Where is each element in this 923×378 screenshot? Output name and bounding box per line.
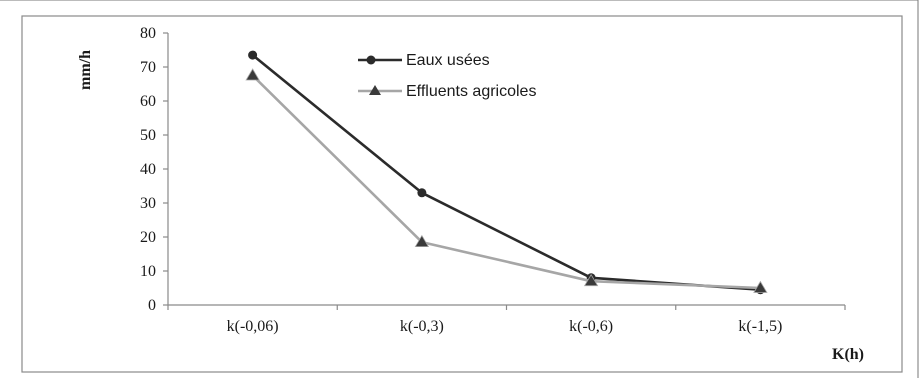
y-tick-label: 60 <box>140 93 156 110</box>
data-point <box>414 234 430 248</box>
y-tick-label: 10 <box>140 263 156 280</box>
y-tick-label: 0 <box>148 297 156 314</box>
y-tick-label: 40 <box>140 161 156 178</box>
legend-marker-eaux-usees <box>366 55 376 65</box>
x-tick-label: k(-0,3) <box>400 318 444 335</box>
data-point <box>248 50 258 60</box>
data-point <box>417 188 427 198</box>
y-tick-label: 50 <box>140 127 156 144</box>
legend: Eaux usées Effluents agricoles <box>358 52 536 100</box>
y-tick-label: 70 <box>140 59 156 76</box>
series-line <box>251 74 761 290</box>
y-tick-label: 30 <box>140 195 156 212</box>
x-tick-label: k(-0,6) <box>569 318 613 335</box>
axes <box>163 32 846 310</box>
y-tick-labels: 0 10 20 30 40 50 60 70 80 <box>140 25 156 314</box>
data-point <box>583 273 599 287</box>
y-axis-title: mm/h <box>77 50 94 90</box>
data-point <box>753 280 768 293</box>
data-point <box>245 68 260 81</box>
legend-label-effluents-agricoles: Effluents agricoles <box>406 83 536 100</box>
y-tick-label: 80 <box>140 25 156 42</box>
x-tick-label: k(-0,06) <box>227 318 279 335</box>
legend-marker-effluents-agricoles <box>369 85 381 95</box>
y-tick-label: 20 <box>140 229 156 246</box>
series-group <box>245 50 768 295</box>
x-axis-title: K(h) <box>832 346 864 363</box>
x-tick-label: k(-1,5) <box>738 318 782 335</box>
x-tick-labels: k(-0,06) k(-0,3) k(-0,6) k(-1,5) <box>227 318 783 335</box>
series-1 <box>245 68 768 293</box>
legend-label-eaux-usees: Eaux usées <box>406 52 490 69</box>
chart-area <box>21 15 903 373</box>
